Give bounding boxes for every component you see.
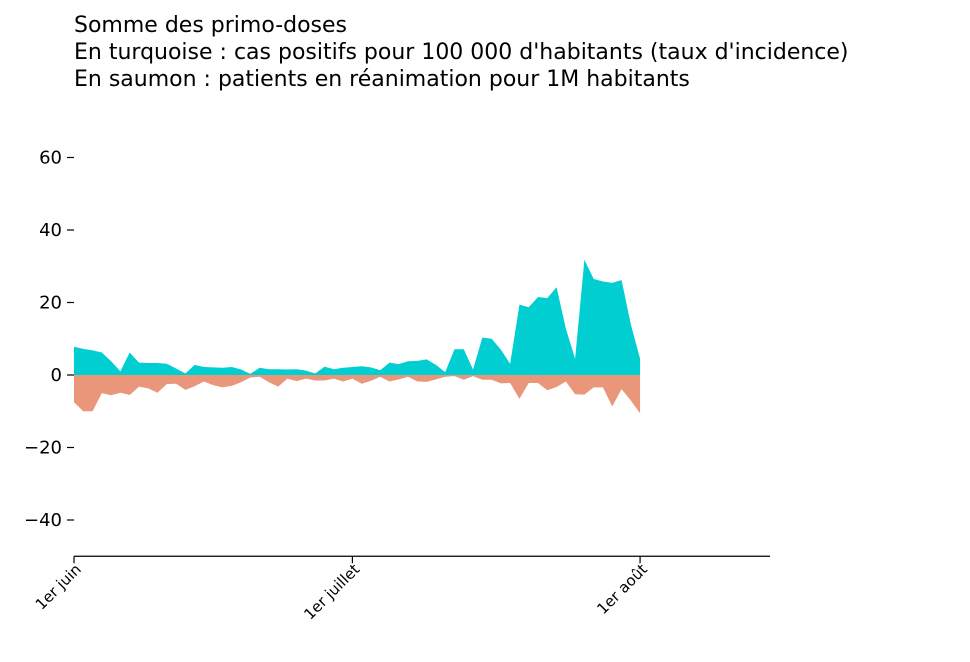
- x-tick-label: 1er juillet: [300, 560, 363, 623]
- title-line-1: Somme des primo-doses: [74, 13, 348, 38]
- y-tick-label: −20: [24, 438, 62, 459]
- x-tick-label: 1er juin: [32, 560, 85, 613]
- y-tick-label: 0: [51, 365, 62, 386]
- y-tick-label: 60: [39, 148, 62, 169]
- x-axis: 1er juin 1er juillet 1er août: [32, 555, 770, 623]
- y-axis: −40 −20 0 20 40 60: [24, 148, 74, 531]
- y-tick-label: −40: [24, 510, 62, 531]
- y-tick-label: 40: [39, 220, 62, 241]
- title-line-2: En turquoise : cas positifs pour 100 000…: [74, 40, 849, 65]
- negative-area: [74, 375, 641, 414]
- y-tick-label: 20: [39, 293, 62, 314]
- title-line-3: En saumon : patients en réanimation pour…: [74, 67, 690, 92]
- chart-title: Somme des primo-doses En turquoise : cas…: [74, 12, 849, 93]
- positive-area: [74, 259, 641, 375]
- plot-areas: [74, 259, 641, 414]
- x-tick-label: 1er août: [593, 560, 651, 618]
